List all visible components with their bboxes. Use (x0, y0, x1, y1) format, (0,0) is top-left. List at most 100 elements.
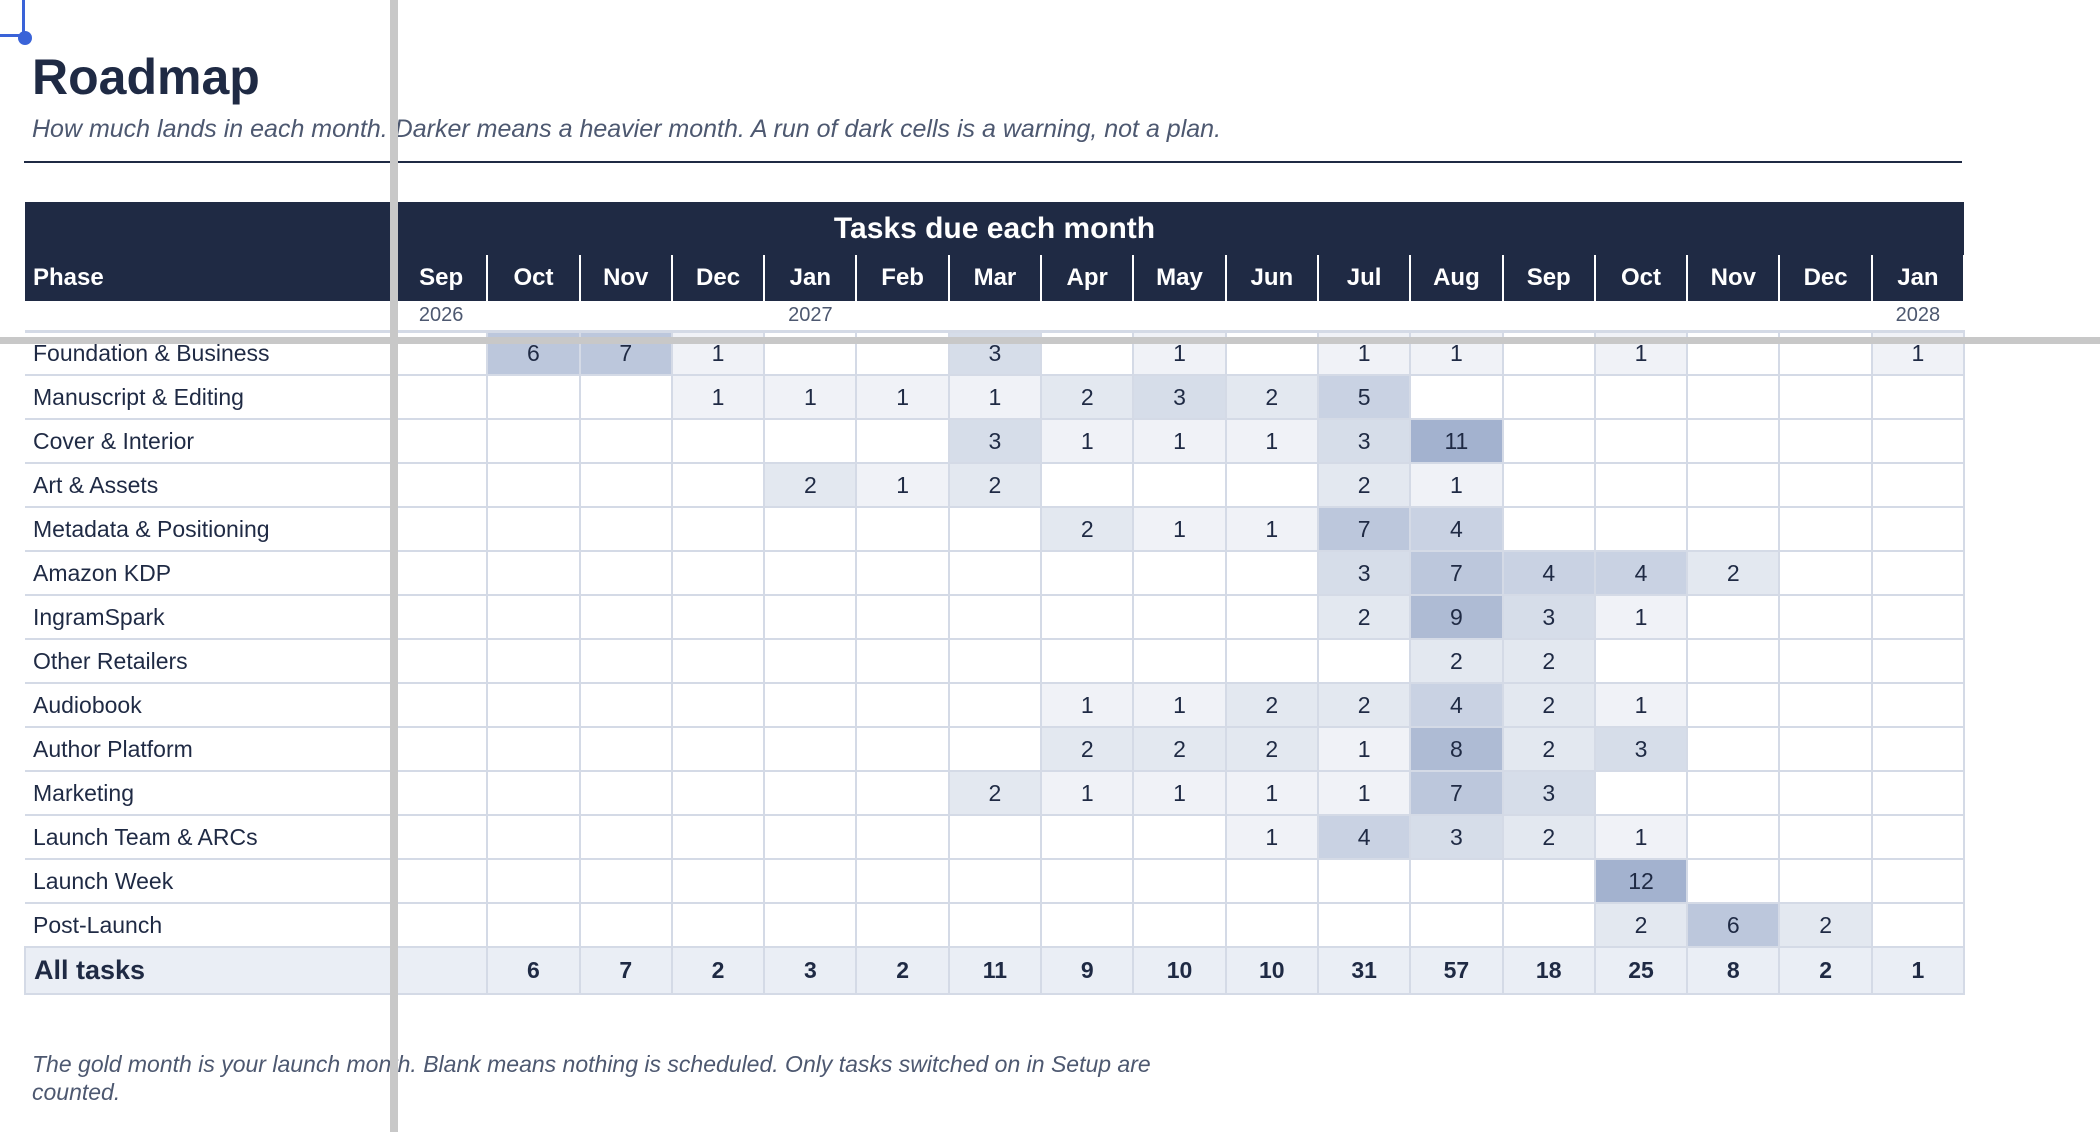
month-count-cell[interactable] (947, 902, 1043, 948)
month-count-cell[interactable] (1686, 374, 1781, 420)
month-count-cell[interactable] (855, 506, 950, 552)
month-header[interactable]: Jul (1316, 255, 1412, 301)
month-count-cell[interactable] (393, 726, 489, 772)
month-count-cell[interactable] (393, 418, 489, 464)
month-count-cell[interactable] (1686, 506, 1781, 552)
month-count-cell[interactable] (947, 858, 1043, 904)
month-count-cell[interactable] (763, 594, 858, 640)
month-count-cell[interactable]: 4 (1409, 506, 1504, 552)
month-count-cell[interactable] (1870, 726, 1966, 772)
year-cell[interactable] (1317, 301, 1411, 333)
month-count-cell[interactable]: 1 (1040, 682, 1135, 728)
month-count-cell[interactable] (486, 374, 581, 420)
month-count-cell[interactable] (578, 902, 673, 948)
month-count-cell[interactable] (1686, 726, 1781, 772)
year-cell-blank[interactable] (25, 301, 395, 333)
month-count-cell[interactable]: 7 (1409, 770, 1504, 816)
month-count-cell[interactable] (486, 550, 581, 596)
month-header[interactable]: Sep (1501, 255, 1596, 301)
month-count-cell[interactable]: 6 (1686, 902, 1781, 948)
month-count-cell[interactable] (578, 594, 673, 640)
phase-label[interactable]: Other Retailers (25, 638, 396, 684)
month-count-cell[interactable] (763, 726, 858, 772)
month-count-cell[interactable]: 3 (1132, 374, 1227, 420)
month-count-cell[interactable]: 2 (1501, 638, 1596, 684)
month-header[interactable]: Jan (1870, 255, 1966, 301)
year-cell[interactable] (948, 301, 1042, 333)
month-count-cell[interactable]: 2 (1501, 726, 1596, 772)
phase-label[interactable]: Launch Team & ARCs (25, 814, 396, 860)
year-cell[interactable] (856, 301, 949, 333)
year-cell[interactable] (1594, 301, 1688, 333)
month-header[interactable]: Sep (393, 255, 489, 301)
month-count-cell[interactable] (855, 682, 950, 728)
month-count-cell[interactable]: 3 (1593, 726, 1689, 772)
month-count-cell[interactable] (763, 682, 858, 728)
month-count-cell[interactable] (578, 682, 673, 728)
month-count-cell[interactable]: 2 (1501, 682, 1596, 728)
month-count-cell[interactable]: 3 (947, 418, 1043, 464)
month-count-cell[interactable] (1593, 506, 1689, 552)
month-header[interactable]: Jun (1224, 255, 1319, 301)
month-count-cell[interactable] (670, 462, 766, 508)
month-count-cell[interactable] (947, 682, 1043, 728)
total-cell[interactable]: 18 (1501, 946, 1596, 995)
total-cell[interactable]: 11 (947, 946, 1043, 995)
month-count-cell[interactable] (1501, 374, 1596, 420)
month-count-cell[interactable]: 2 (1409, 638, 1504, 684)
month-count-cell[interactable]: 1 (1040, 418, 1135, 464)
month-count-cell[interactable]: 2 (1501, 814, 1596, 860)
month-count-cell[interactable]: 1 (855, 462, 950, 508)
month-count-cell[interactable] (486, 462, 581, 508)
month-count-cell[interactable] (670, 858, 766, 904)
month-count-cell[interactable] (1870, 462, 1966, 508)
month-count-cell[interactable]: 2 (1224, 374, 1319, 420)
month-count-cell[interactable]: 1 (1132, 770, 1227, 816)
month-count-cell[interactable] (393, 462, 489, 508)
month-count-cell[interactable] (855, 858, 950, 904)
month-count-cell[interactable] (670, 638, 766, 684)
frozen-column-divider[interactable] (390, 0, 398, 1132)
month-count-cell[interactable] (1040, 902, 1135, 948)
month-count-cell[interactable]: 1 (947, 374, 1043, 420)
month-count-cell[interactable] (1778, 814, 1873, 860)
month-count-cell[interactable] (1593, 638, 1689, 684)
total-cell[interactable]: 6 (486, 946, 581, 995)
month-count-cell[interactable] (486, 682, 581, 728)
month-count-cell[interactable]: 1 (1224, 418, 1319, 464)
month-count-cell[interactable] (1224, 594, 1319, 640)
month-count-cell[interactable] (578, 770, 673, 816)
year-cell[interactable]: 2026 (395, 301, 488, 333)
month-count-cell[interactable] (578, 814, 673, 860)
month-count-cell[interactable] (763, 638, 858, 684)
month-count-cell[interactable]: 1 (1409, 462, 1504, 508)
phase-label[interactable]: Audiobook (25, 682, 396, 728)
month-count-cell[interactable] (670, 770, 766, 816)
month-count-cell[interactable]: 2 (1316, 462, 1412, 508)
total-cell[interactable]: 2 (855, 946, 950, 995)
month-count-cell[interactable] (1224, 462, 1319, 508)
month-count-cell[interactable] (486, 814, 581, 860)
month-count-cell[interactable] (393, 858, 489, 904)
month-count-cell[interactable] (1224, 858, 1319, 904)
month-count-cell[interactable] (1316, 902, 1412, 948)
phase-header[interactable]: Phase (25, 255, 396, 301)
total-cell[interactable]: 2 (1778, 946, 1873, 995)
month-count-cell[interactable] (1501, 506, 1596, 552)
month-count-cell[interactable] (947, 506, 1043, 552)
year-cell[interactable] (1410, 301, 1503, 333)
month-count-cell[interactable]: 2 (763, 462, 858, 508)
month-header[interactable]: Nov (578, 255, 673, 301)
month-count-cell[interactable] (855, 638, 950, 684)
month-header[interactable]: May (1132, 255, 1227, 301)
month-count-cell[interactable] (1040, 638, 1135, 684)
month-count-cell[interactable] (1870, 770, 1966, 816)
month-count-cell[interactable]: 3 (1316, 550, 1412, 596)
month-count-cell[interactable]: 1 (1316, 726, 1412, 772)
month-count-cell[interactable] (1870, 374, 1966, 420)
month-count-cell[interactable] (486, 638, 581, 684)
month-count-cell[interactable] (763, 814, 858, 860)
month-count-cell[interactable] (1501, 858, 1596, 904)
month-count-cell[interactable] (855, 726, 950, 772)
month-count-cell[interactable] (670, 682, 766, 728)
